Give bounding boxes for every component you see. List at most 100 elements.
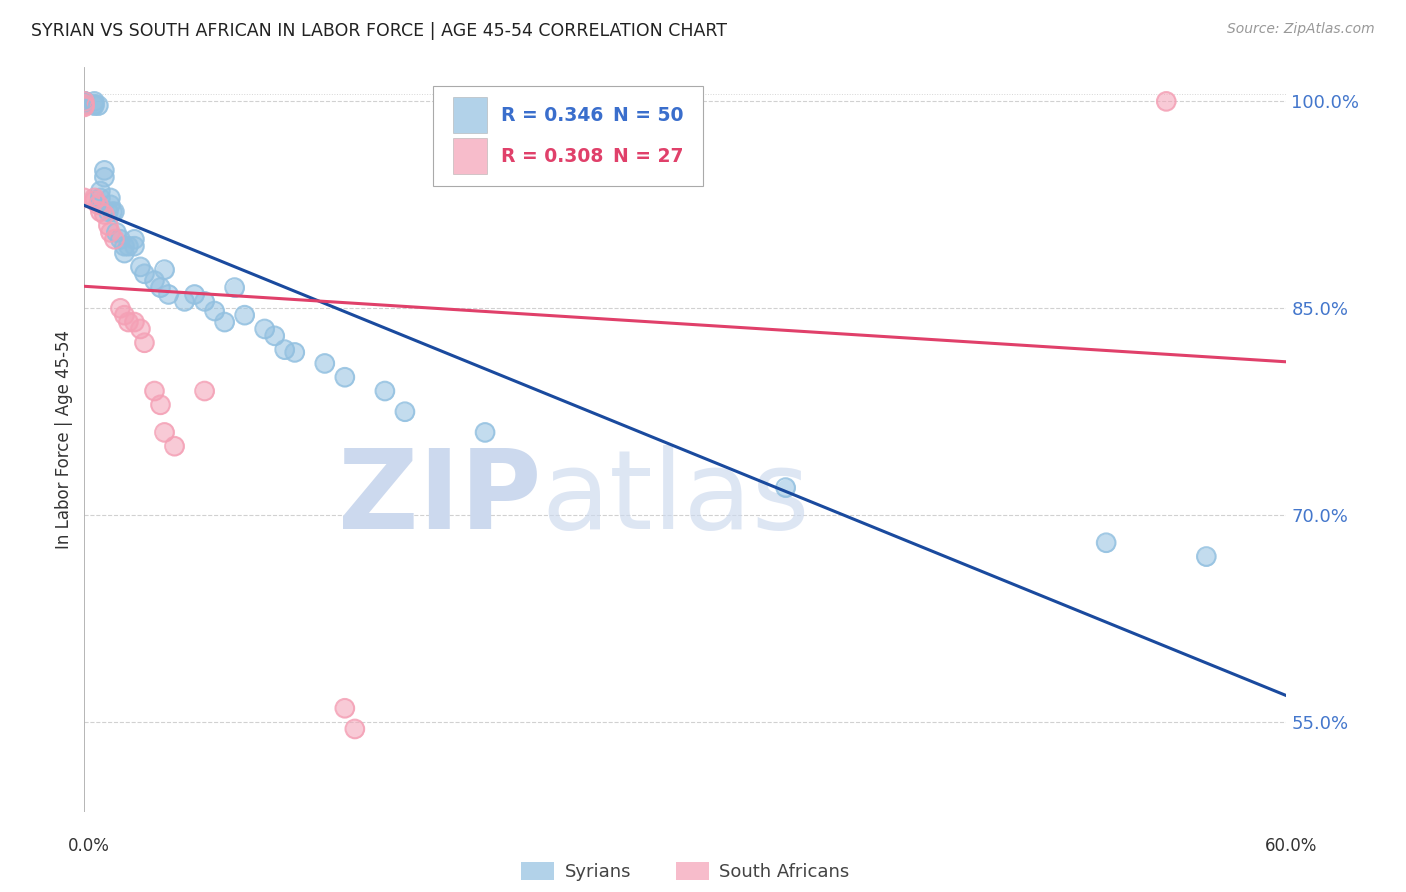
- Point: [97, 219, 120, 233]
- Point: [183, 287, 205, 301]
- Point: [83, 97, 105, 112]
- Point: [124, 315, 146, 329]
- Point: [73, 97, 96, 112]
- Point: [89, 184, 111, 198]
- Text: N = 50: N = 50: [613, 106, 683, 125]
- Point: [110, 232, 132, 246]
- Point: [89, 204, 111, 219]
- Point: [1095, 535, 1118, 549]
- Point: [100, 226, 122, 240]
- Text: Source: ZipAtlas.com: Source: ZipAtlas.com: [1227, 22, 1375, 37]
- Point: [284, 345, 307, 359]
- Point: [157, 287, 180, 301]
- FancyBboxPatch shape: [433, 86, 703, 186]
- Point: [129, 260, 152, 274]
- Point: [110, 301, 132, 316]
- Point: [97, 204, 120, 219]
- Point: [149, 280, 172, 294]
- Point: [73, 191, 96, 205]
- Point: [333, 370, 356, 384]
- Point: [89, 191, 111, 205]
- Point: [83, 98, 105, 112]
- Point: [129, 322, 152, 336]
- Point: [394, 405, 416, 419]
- Point: [114, 239, 135, 253]
- Point: [73, 98, 96, 112]
- Y-axis label: In Labor Force | Age 45-54: In Labor Force | Age 45-54: [55, 330, 73, 549]
- Point: [105, 226, 128, 240]
- Point: [163, 439, 186, 453]
- Point: [233, 308, 256, 322]
- Point: [87, 198, 110, 212]
- Point: [333, 370, 356, 384]
- Point: [114, 308, 135, 322]
- Point: [129, 260, 152, 274]
- Point: [214, 315, 236, 329]
- Text: atlas: atlas: [541, 445, 810, 552]
- Point: [194, 384, 217, 398]
- Point: [173, 294, 195, 309]
- Point: [134, 267, 156, 281]
- Point: [110, 232, 132, 246]
- Point: [194, 294, 217, 309]
- Point: [83, 191, 105, 205]
- Point: [124, 232, 146, 246]
- Point: [143, 384, 166, 398]
- Point: [474, 425, 496, 440]
- Point: [143, 384, 166, 398]
- Point: [93, 207, 115, 221]
- Text: N = 27: N = 27: [613, 147, 683, 166]
- Point: [149, 398, 172, 412]
- Point: [1195, 549, 1218, 564]
- Point: [110, 301, 132, 316]
- Point: [101, 204, 124, 219]
- Point: [73, 95, 96, 109]
- Point: [73, 97, 96, 112]
- FancyBboxPatch shape: [453, 97, 486, 133]
- Point: [284, 345, 307, 359]
- Point: [101, 204, 124, 219]
- Point: [73, 95, 96, 109]
- Point: [87, 98, 110, 112]
- Point: [134, 335, 156, 350]
- Point: [124, 239, 146, 253]
- Text: SYRIAN VS SOUTH AFRICAN IN LABOR FORCE | AGE 45-54 CORRELATION CHART: SYRIAN VS SOUTH AFRICAN IN LABOR FORCE |…: [31, 22, 727, 40]
- Point: [153, 425, 176, 440]
- Point: [1156, 95, 1178, 109]
- Point: [103, 204, 125, 219]
- Point: [114, 246, 135, 260]
- Point: [100, 198, 122, 212]
- Point: [87, 98, 110, 112]
- Point: [73, 95, 96, 109]
- Point: [343, 722, 366, 736]
- Text: 60.0%: 60.0%: [1264, 837, 1317, 855]
- Point: [100, 191, 122, 205]
- Point: [83, 194, 105, 208]
- Point: [73, 95, 96, 109]
- Point: [333, 701, 356, 715]
- Text: R = 0.308: R = 0.308: [502, 147, 603, 166]
- Point: [83, 194, 105, 208]
- Point: [224, 280, 246, 294]
- Point: [93, 163, 115, 178]
- Point: [253, 322, 276, 336]
- Point: [103, 232, 125, 246]
- Point: [73, 95, 96, 109]
- Point: [89, 191, 111, 205]
- Point: [73, 97, 96, 112]
- Point: [194, 384, 217, 398]
- Point: [103, 204, 125, 219]
- Point: [89, 184, 111, 198]
- FancyBboxPatch shape: [453, 138, 486, 174]
- Point: [73, 95, 96, 109]
- Point: [194, 294, 217, 309]
- Point: [105, 226, 128, 240]
- Point: [1156, 95, 1178, 109]
- Point: [87, 198, 110, 212]
- Point: [134, 267, 156, 281]
- Point: [274, 343, 297, 357]
- Text: ZIP: ZIP: [337, 445, 541, 552]
- Point: [73, 95, 96, 109]
- Point: [73, 97, 96, 112]
- Point: [117, 315, 139, 329]
